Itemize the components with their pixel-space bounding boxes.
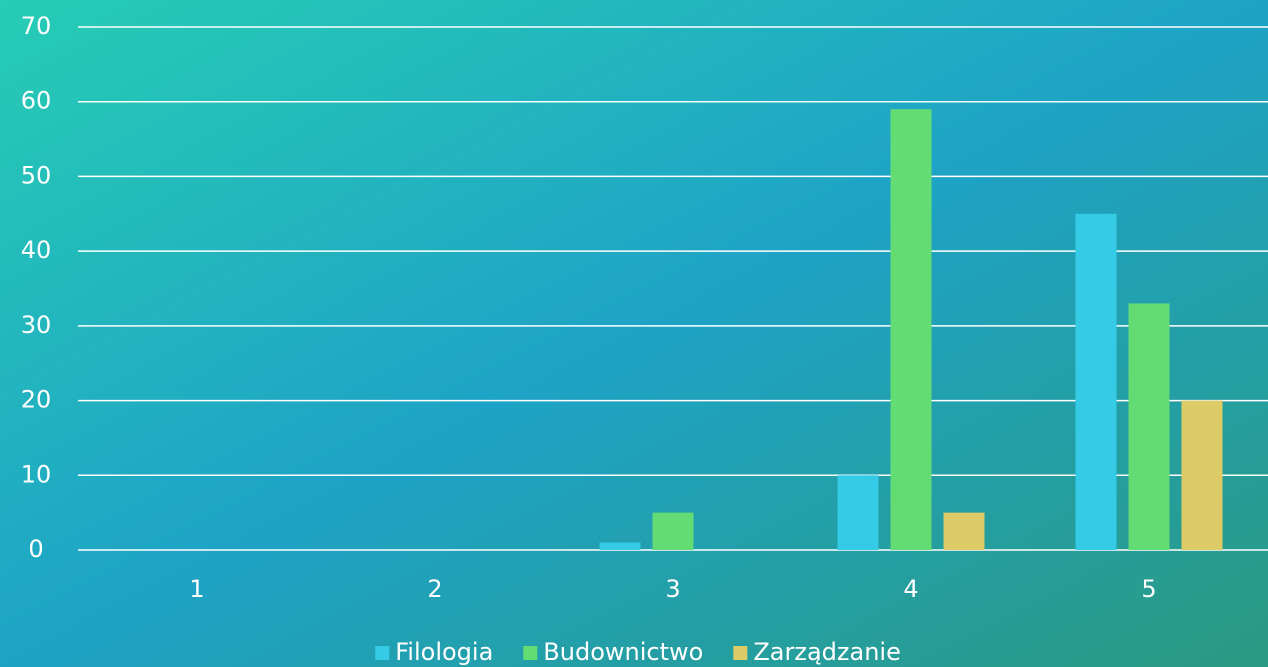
bar	[1128, 303, 1170, 550]
bar	[1075, 213, 1117, 551]
y-tick-label: 20	[21, 386, 52, 414]
x-tick-label: 4	[903, 575, 918, 603]
y-tick-label: 40	[21, 236, 52, 264]
y-tick-label: 70	[21, 12, 52, 40]
bar	[652, 512, 694, 550]
legend-swatch	[523, 646, 538, 660]
bar	[1181, 400, 1223, 550]
legend-label: Filologia	[395, 638, 493, 666]
x-tick-label: 5	[1141, 575, 1156, 603]
legend-swatch	[733, 646, 748, 660]
x-tick-label: 1	[189, 575, 204, 603]
legend-swatch	[375, 646, 390, 660]
y-tick-label: 10	[21, 460, 52, 488]
legend-label: Zarządzanie	[753, 638, 901, 666]
bar	[943, 512, 985, 550]
y-tick-label: 0	[28, 535, 43, 563]
y-tick-label: 50	[21, 161, 52, 189]
y-tick-label: 60	[21, 87, 52, 115]
y-tick-label: 30	[21, 311, 52, 339]
bar	[890, 109, 932, 550]
bar	[599, 542, 641, 550]
x-tick-label: 3	[665, 575, 680, 603]
x-tick-label: 2	[427, 575, 442, 603]
bar	[837, 475, 879, 550]
legend-label: Budownictwo	[543, 638, 703, 666]
